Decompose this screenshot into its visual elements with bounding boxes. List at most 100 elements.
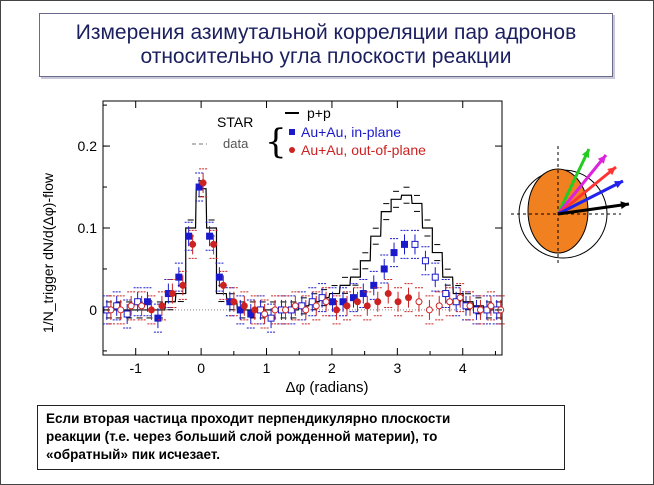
correlation-chart: -1 0 1 2 3 4 0 0.1 0.2 Δφ (radians) 1/N_trigger … [40,100,505,396]
x-tick-label: 3 [393,360,401,376]
out-of-plane-point [251,306,259,314]
arrowhead-icon [581,149,590,158]
arrowhead-icon [607,167,616,176]
out-of-plane-point [333,306,341,314]
in-plane-point [318,294,326,302]
out-of-plane-point [312,302,320,310]
out-of-plane-point [127,302,135,310]
legend-data-label: data [223,136,249,151]
in-plane-point [421,257,429,265]
caption-line-1: Если вторая частица проходит перпендикул… [46,411,451,426]
legend-entry-in-plane: Au+Au, in-plane [301,124,401,140]
in-plane-point [154,314,162,322]
out-of-plane-point [456,294,464,302]
out-of-plane-point [435,302,443,310]
in-plane-point [175,273,183,281]
out-of-plane-point [282,306,290,314]
in-plane-point [359,290,367,298]
x-tick-label: 1 [263,360,271,376]
caption-line-3: «обратный» пик исчезает. [46,447,221,462]
out-of-plane-point [261,310,269,318]
arrowhead-icon [597,155,606,164]
out-of-plane-point [322,298,330,306]
in-plane-point [349,294,357,302]
emission-arrow-icon [556,148,591,215]
legend-entry-out-of-plane: Au+Au, out-of-plane [301,142,426,158]
out-of-plane-point [466,302,474,310]
chart-axes: -1 0 1 2 3 4 0 0.1 0.2 [78,101,502,376]
reaction-plane-diagram [511,146,630,266]
y-tick-label: 0.2 [78,138,98,154]
in-plane-point [380,265,388,273]
in-plane-point [370,281,378,289]
y-tick-label: 0 [89,302,97,318]
x-axis-label: Δφ (radians) [285,379,368,396]
in-plane-point [113,302,121,310]
in-plane-point [185,232,193,240]
arrowhead-icon [614,181,623,189]
out-of-plane-point [147,306,155,314]
in-plane-point [195,183,203,191]
out-of-plane-point [271,306,279,314]
out-of-plane-point [374,298,382,306]
in-plane-point [339,298,347,306]
out-of-plane-point [158,302,166,310]
in-plane-point [143,298,151,306]
arrowhead-icon [620,201,629,210]
caption-box: Если вторая частица проходит перпендикул… [37,405,565,470]
in-plane-point [329,298,337,306]
legend-entry-pp: p+p [307,105,331,121]
in-plane-point [247,310,255,318]
out-of-plane-point [487,302,495,310]
title-line-2: относительно угла плоскости реакции [140,45,512,68]
title-line-1: Измерения азимутальной корреляции пар ад… [75,21,577,44]
out-of-plane-point [394,298,402,306]
in-plane-point [401,240,409,248]
out-of-plane-point [291,302,299,310]
x-tick-label: 4 [459,360,467,376]
x-tick-label: 2 [328,360,336,376]
out-of-plane-point [476,306,484,314]
y-axis-label: 1/N_trigger dN/d(Δφ)-flow [40,172,56,333]
legend-brace: { [265,122,287,162]
emission-arrow-icon [557,179,624,216]
in-plane-point [442,290,450,298]
chart-legend: STAR data { p+p Au+Au, in-plane Au+Au, o… [192,105,426,162]
out-of-plane-point [168,290,176,298]
in-plane-point [134,298,142,306]
legend-in-plane-marker [289,129,295,135]
out-of-plane-point [219,281,227,289]
out-of-plane-point [425,306,433,314]
in-plane-point [123,310,131,318]
out-of-plane-point [199,179,207,187]
in-plane-point [431,273,439,281]
out-of-plane-point [230,298,238,306]
legend-experiment: STAR [217,114,253,130]
emission-arrow-icon [557,165,617,216]
out-of-plane-point [189,240,197,248]
out-of-plane-point [210,240,218,248]
emission-arrows [556,148,630,216]
in-plane-point [236,306,244,314]
out-of-plane-point [179,281,187,289]
caption-line-2: реакции (т.е. через больший слой рожденн… [46,429,438,444]
out-of-plane-point [353,298,361,306]
in-plane-point [206,232,214,240]
y-tick-label: 0.1 [78,220,98,236]
in-plane-point [390,249,398,257]
legend-out-of-plane-marker [289,147,295,153]
in-plane-point [411,240,419,248]
out-of-plane-point [117,306,125,314]
x-tick-label: 0 [197,360,205,376]
out-of-plane-point [343,302,351,310]
out-of-plane-point [363,302,371,310]
emission-arrow-icon [556,154,608,215]
out-of-plane-point [405,294,413,302]
out-of-plane-point [415,298,423,306]
out-of-plane-point [446,298,454,306]
out-of-plane-point [384,290,392,298]
out-of-plane-point [138,302,146,310]
chart-marks [102,168,505,333]
in-plane-point [267,314,275,322]
